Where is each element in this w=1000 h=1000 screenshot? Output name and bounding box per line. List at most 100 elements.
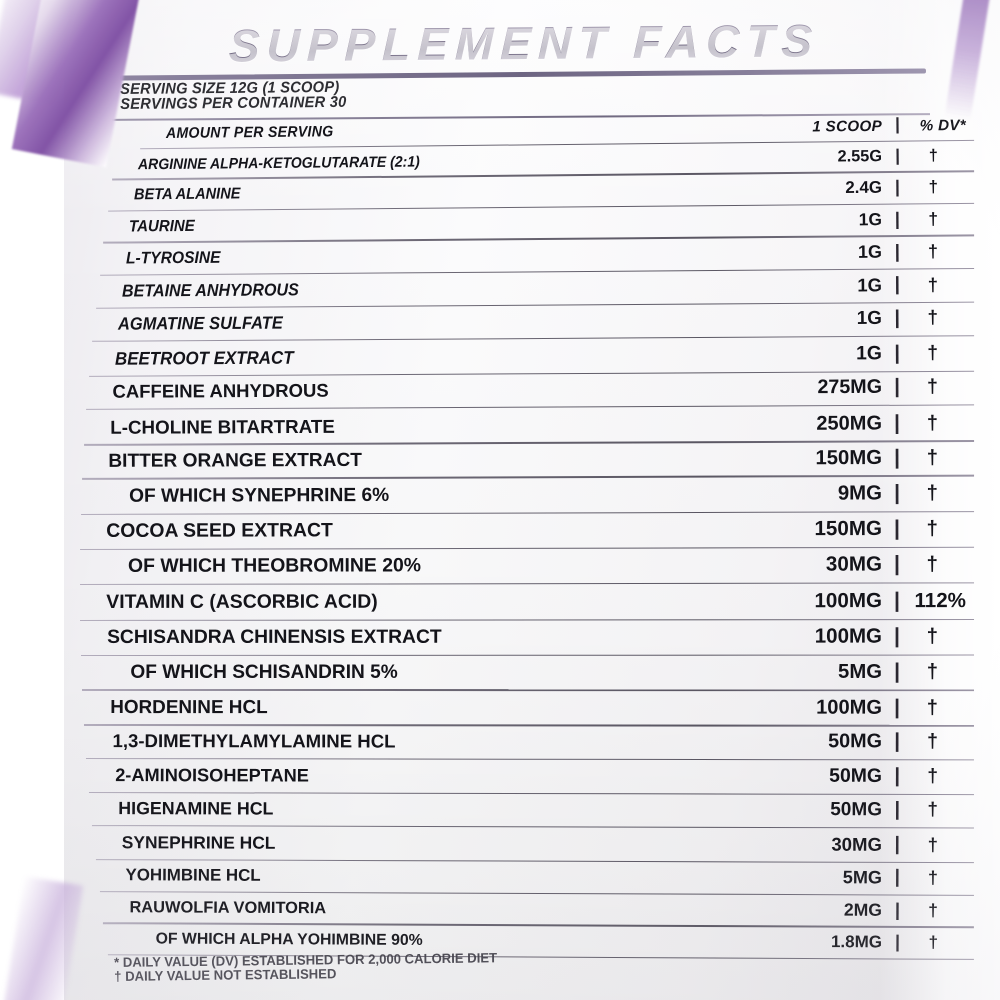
left-white-margin bbox=[0, 0, 64, 1000]
ingredient-daily-value: † bbox=[926, 695, 939, 718]
ingredient-amount: 5MG bbox=[842, 867, 883, 888]
column-separator: | bbox=[893, 587, 901, 612]
ingredient-daily-value: † bbox=[926, 376, 939, 399]
ingredient-name: OF WHICH SCHISANDRIN 5% bbox=[130, 661, 398, 683]
ingredient-amount: 1.8MG bbox=[830, 932, 883, 952]
ingredient-name: VITAMIN C (ASCORBIC ACID) bbox=[106, 590, 378, 613]
column-separator: | bbox=[894, 623, 901, 648]
ingredient-name: COCOA SEED EXTRACT bbox=[106, 519, 333, 543]
ingredient-daily-value: † bbox=[927, 833, 939, 855]
ingredient-daily-value: † bbox=[927, 241, 939, 262]
column-header-serving: 1 SCOOP bbox=[812, 117, 883, 136]
column-header-dv: % DV* bbox=[919, 117, 967, 135]
ingredient-amount: 2.4G bbox=[845, 177, 883, 197]
ingredient-amount: 1G bbox=[856, 308, 883, 330]
column-separator: | bbox=[894, 832, 901, 855]
ingredient-amount: 5MG bbox=[838, 660, 883, 683]
column-separator: | bbox=[893, 552, 901, 577]
table-row: OF WHICH THEOBROMINE 20% 30MG | † bbox=[62, 549, 1000, 586]
ingredient-name: 2-AMINOISOHEPTANE bbox=[115, 765, 309, 786]
column-separator: | bbox=[894, 931, 901, 952]
column-separator: | bbox=[894, 481, 901, 505]
servings-per-container: SERVINGS PER CONTAINER 30 bbox=[120, 93, 347, 113]
ingredient-daily-value: † bbox=[927, 307, 939, 330]
column-separator: | bbox=[894, 341, 901, 364]
table-row: SYNEPHRINE HCL 30MG | † bbox=[62, 827, 1000, 863]
column-separator: | bbox=[893, 516, 901, 541]
column-separator: | bbox=[894, 208, 901, 229]
ingredient-amount: 150MG bbox=[815, 447, 883, 470]
ingredient-name: L-TYROSINE bbox=[125, 247, 221, 268]
table-row: COCOA SEED EXTRACT 150MG | † bbox=[62, 513, 1000, 551]
ingredient-name: SYNEPHRINE HCL bbox=[121, 831, 276, 853]
ingredient-name: BETAINE ANHYDROUS bbox=[121, 279, 299, 301]
ingredient-name: HORDENINE HCL bbox=[110, 696, 268, 718]
ingredient-amount: 50MG bbox=[828, 730, 883, 753]
page-title: SUPPLEMENT FACTS bbox=[123, 13, 925, 74]
ingredient-name: RAUWOLFIA VOMITORIA bbox=[129, 898, 327, 918]
ingredient-amount: 250MG bbox=[816, 411, 883, 434]
ingredient-name: TAURINE bbox=[129, 216, 196, 236]
column-separator: | bbox=[894, 765, 901, 788]
table-row: SCHISANDRA CHINENSIS EXTRACT 100MG | † bbox=[62, 620, 1000, 656]
table-row: BITTER ORANGE EXTRACT 150MG | † bbox=[62, 442, 1000, 481]
table-row: YOHIMBINE HCL 5MG | † bbox=[62, 860, 1000, 896]
table-row: BEETROOT EXTRACT 1G | † bbox=[62, 337, 1000, 377]
column-separator: | bbox=[894, 176, 901, 197]
ingredient-amount: 50MG bbox=[830, 799, 883, 822]
column-separator: | bbox=[895, 113, 901, 134]
ingredient-daily-value: † bbox=[928, 932, 939, 952]
ingredient-amount: 30MG bbox=[825, 553, 883, 577]
ingredient-amount: 100MG bbox=[816, 695, 883, 718]
ingredient-amount: 9MG bbox=[837, 482, 883, 505]
ingredient-daily-value: † bbox=[928, 146, 939, 165]
table-row: OF WHICH SYNEPHRINE 6% 9MG | † bbox=[62, 477, 1000, 516]
column-header-amount-per-serving: AMOUNT PER SERVING bbox=[166, 123, 334, 142]
ingredient-amount: 1G bbox=[857, 241, 883, 262]
nutrition-table: AMOUNT PER SERVING 1 SCOOP | % DV* ARGININE … bbox=[62, 114, 1000, 961]
ingredient-daily-value: † bbox=[927, 867, 939, 888]
ingredient-daily-value: † bbox=[926, 552, 939, 576]
table-row: HORDENINE HCL 100MG | † bbox=[62, 691, 1000, 726]
footnotes: * DAILY VALUE (DV) ESTABLISHED FOR 2,000… bbox=[114, 948, 735, 984]
ingredient-daily-value: † bbox=[926, 411, 939, 434]
column-separator: | bbox=[894, 240, 901, 262]
ingredient-name: 1,3-DIMETHYLAMYLAMINE HCL bbox=[112, 730, 396, 752]
ingredient-daily-value: † bbox=[928, 900, 939, 921]
table-row: VITAMIN C (ASCORBIC ACID) 100MG | 112% bbox=[62, 585, 1000, 621]
ingredient-daily-value: † bbox=[926, 482, 939, 505]
ingredient-name: L-CHOLINE BITARTRATE bbox=[110, 415, 335, 438]
ingredient-amount: 150MG bbox=[814, 517, 883, 541]
ingredient-name: OF WHICH ALPHA YOHIMBINE 90% bbox=[155, 930, 423, 950]
ingredient-amount: 1G bbox=[858, 208, 883, 230]
ingredient-amount: 1G bbox=[856, 341, 883, 364]
ingredient-amount: 100MG bbox=[814, 588, 883, 612]
ingredient-name: YOHIMBINE HCL bbox=[125, 865, 261, 885]
ingredient-name: ARGININE ALPHA-KETOGLUTARATE (2:1) bbox=[137, 153, 420, 173]
ingredient-name: HIGENAMINE HCL bbox=[118, 798, 274, 820]
column-separator: | bbox=[894, 694, 901, 718]
ingredient-daily-value: † bbox=[927, 341, 939, 364]
ingredient-name: CAFFEINE ANHYDROUS bbox=[112, 380, 329, 403]
column-separator: | bbox=[894, 729, 901, 753]
ingredient-amount: 1G bbox=[857, 274, 883, 296]
right-edge-falloff bbox=[880, 0, 1000, 1000]
ingredient-name: BEETROOT EXTRACT bbox=[115, 347, 294, 369]
table-row: 1,3-DIMETHYLAMYLAMINE HCL 50MG | † bbox=[62, 725, 1000, 761]
ingredient-daily-value: † bbox=[926, 624, 939, 648]
ingredient-amount: 2.55G bbox=[837, 146, 883, 166]
table-row: L-CHOLINE BITARTRATE 250MG | † bbox=[62, 407, 1000, 446]
table-row: AGMATINE SULFATE 1G | † bbox=[62, 303, 1000, 343]
label-sheet: SUPPLEMENT FACTS SERVING SIZE 12G (1 SCO… bbox=[62, 0, 1000, 1000]
ingredient-daily-value: † bbox=[928, 177, 939, 197]
column-separator: | bbox=[894, 274, 901, 296]
ingredient-amount: 50MG bbox=[829, 765, 883, 788]
column-separator: | bbox=[894, 898, 901, 920]
ingredient-daily-value: † bbox=[926, 730, 939, 753]
table-row: OF WHICH SCHISANDRIN 5% 5MG | † bbox=[62, 656, 1000, 691]
ingredient-amount: 2MG bbox=[843, 899, 883, 920]
ingredient-name: OF WHICH SYNEPHRINE 6% bbox=[129, 485, 390, 507]
table-row: RAUWOLFIA VOMITORIA 2MG | † bbox=[62, 892, 1000, 929]
ingredient-name: OF WHICH THEOBROMINE 20% bbox=[127, 554, 422, 578]
